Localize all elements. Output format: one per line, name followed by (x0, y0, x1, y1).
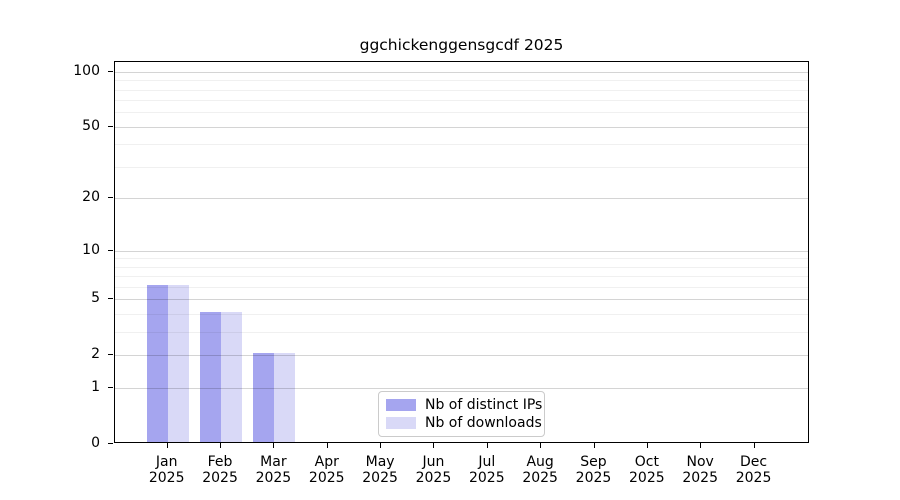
x-label-month: Dec (740, 454, 768, 470)
legend-entry-distinct-ips: Nb of distinct IPs (386, 397, 542, 413)
y-axis-tick-10 (108, 249, 113, 251)
x-axis-tick-jun (433, 443, 435, 448)
y-axis-tick-label-5: 5 (91, 290, 100, 307)
x-label-month: Sep (580, 454, 607, 470)
minor-gridline-70 (115, 100, 808, 102)
minor-gridline-60 (115, 112, 808, 114)
minor-gridline-8 (115, 266, 808, 268)
major-gridline-10 (115, 250, 808, 252)
minor-gridline-7 (115, 276, 808, 278)
x-axis-tick-label-may: May 2025 (340, 454, 420, 486)
legend-swatch-distinct-ips (386, 398, 416, 411)
minor-gridline-6 (115, 287, 808, 289)
x-label-month: Feb (207, 454, 233, 470)
y-axis-tick-label-100: 100 (73, 62, 100, 79)
y-axis-tick-label-50: 50 (82, 117, 100, 134)
x-label-year: 2025 (522, 470, 558, 486)
x-axis-tick-label-jan: Jan 2025 (127, 454, 207, 486)
major-gridline-50 (115, 126, 808, 128)
x-axis-tick-jul (486, 443, 488, 448)
legend-swatch-downloads (386, 417, 416, 430)
minor-gridline-3 (115, 332, 808, 334)
x-axis-tick-oct (646, 443, 648, 448)
bar-distinct-ips-jan (146, 285, 168, 442)
y-axis-tick-label-0: 0 (91, 435, 100, 451)
x-label-month: Jun (422, 454, 445, 470)
x-label-month: Jul (478, 454, 496, 470)
x-label-month: Nov (686, 454, 714, 470)
x-axis-tick-sep (593, 443, 595, 448)
x-label-year: 2025 (255, 470, 292, 486)
x-label-year: 2025 (682, 470, 718, 486)
x-axis-tick-may (380, 443, 382, 448)
x-axis-tick-aug (540, 443, 542, 448)
major-gridline-5 (115, 299, 808, 301)
x-label-year: 2025 (575, 470, 612, 486)
plot-area (114, 61, 809, 443)
bar-downloads-jan (167, 285, 189, 442)
legend: Nb of distinct IPs Nb of downloads (378, 391, 545, 437)
major-gridline-100 (115, 71, 808, 73)
minor-gridline-4 (115, 314, 808, 316)
x-axis-tick-label-nov: Nov 2025 (660, 454, 740, 486)
x-axis-tick-mar (273, 443, 275, 448)
minor-gridline-90 (115, 80, 808, 82)
x-axis-tick-dec (753, 443, 755, 448)
y-axis-tick-label-2: 2 (91, 346, 100, 363)
x-label-year: 2025 (415, 470, 452, 486)
y-axis-tick-2 (108, 354, 113, 356)
y-axis-tick-0 (108, 443, 113, 444)
major-gridline-20 (115, 198, 808, 200)
bar-distinct-ips-mar (253, 353, 275, 442)
y-axis-tick-1 (108, 387, 113, 389)
x-axis-tick-label-aug: Aug 2025 (500, 454, 580, 486)
bar-downloads-feb (221, 312, 243, 442)
bar-downloads-mar (274, 353, 296, 442)
x-axis-tick-jan (166, 443, 168, 448)
x-label-year: 2025 (202, 470, 238, 486)
major-gridline-1 (115, 388, 808, 390)
minor-gridline-80 (115, 89, 808, 91)
x-label-year: 2025 (362, 470, 398, 486)
legend-label-distinct-ips: Nb of distinct IPs (425, 396, 543, 413)
y-axis-tick-label-10: 10 (82, 241, 100, 258)
y-axis-tick-100 (108, 70, 113, 72)
y-axis-tick-5 (108, 298, 113, 300)
x-label-year: 2025 (308, 470, 345, 486)
y-axis-tick-label-1: 1 (91, 379, 100, 396)
x-label-year: 2025 (148, 470, 185, 486)
minor-gridline-9 (115, 258, 808, 260)
x-axis-tick-label-dec: Dec 2025 (714, 454, 794, 486)
x-label-month: Jan (155, 454, 178, 470)
x-axis-tick-label-feb: Feb 2025 (180, 454, 260, 486)
x-label-month: May (365, 454, 395, 470)
x-axis-tick-apr (326, 443, 328, 448)
x-label-month: Aug (526, 454, 554, 470)
x-label-month: Mar (260, 454, 287, 470)
x-axis-tick-feb (220, 443, 222, 448)
x-axis-tick-nov (700, 443, 702, 448)
y-axis-tick-20 (108, 197, 113, 199)
x-axis-tick-label-mar: Mar 2025 (233, 454, 313, 486)
x-axis-tick-label-sep: Sep 2025 (554, 454, 634, 486)
major-gridline-2 (115, 355, 808, 357)
minor-gridline-40 (115, 144, 808, 146)
minor-gridline-30 (115, 167, 808, 169)
y-axis-tick-50 (108, 125, 113, 127)
x-label-month: Oct (634, 454, 659, 470)
x-axis-tick-label-jul: Jul 2025 (447, 454, 527, 486)
legend-entry-downloads: Nb of downloads (386, 415, 542, 431)
x-axis-tick-label-jun: Jun 2025 (393, 454, 473, 486)
x-label-year: 2025 (468, 470, 505, 486)
x-label-year: 2025 (629, 470, 665, 486)
x-axis-tick-label-oct: Oct 2025 (607, 454, 687, 486)
y-axis-tick-label-20: 20 (82, 189, 100, 206)
x-label-month: Apr (314, 454, 339, 470)
x-label-year: 2025 (735, 470, 772, 486)
x-axis-tick-label-apr: Apr 2025 (287, 454, 367, 486)
bar-distinct-ips-feb (200, 312, 222, 442)
chart-title: ggchickenggensgcdf 2025 (359, 36, 564, 54)
legend-label-downloads: Nb of downloads (425, 415, 542, 432)
